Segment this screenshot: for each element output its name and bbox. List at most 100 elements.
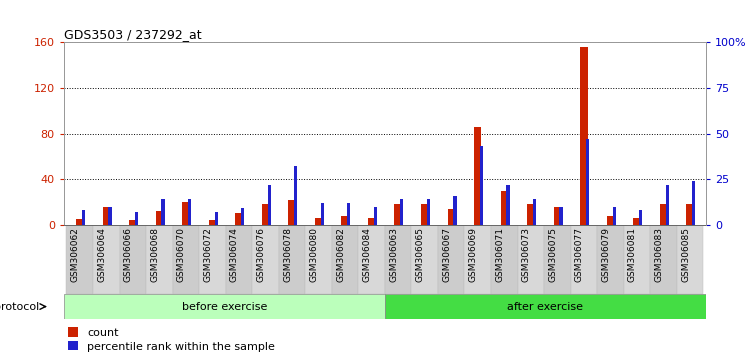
Bar <box>64 294 385 319</box>
Bar <box>262 204 269 225</box>
Bar <box>235 213 243 225</box>
Bar <box>692 181 695 225</box>
Bar <box>226 225 252 294</box>
Bar <box>161 199 164 225</box>
Bar <box>347 203 351 225</box>
Text: GSM306078: GSM306078 <box>283 227 292 282</box>
Text: GSM306082: GSM306082 <box>336 227 345 282</box>
Bar <box>155 211 163 225</box>
Bar <box>188 199 192 225</box>
Bar <box>660 204 667 225</box>
Text: GSM306074: GSM306074 <box>230 227 239 282</box>
Bar <box>400 199 403 225</box>
Legend: count, percentile rank within the sample: count, percentile rank within the sample <box>64 323 279 354</box>
Bar <box>374 207 377 225</box>
Bar <box>252 225 279 294</box>
Bar <box>448 209 455 225</box>
Bar <box>288 200 296 225</box>
Bar <box>279 225 306 294</box>
Text: GSM306062: GSM306062 <box>71 227 80 282</box>
Bar <box>129 220 137 225</box>
Bar <box>559 207 562 225</box>
Text: GSM306068: GSM306068 <box>150 227 159 282</box>
Bar <box>215 212 218 225</box>
Bar <box>517 225 544 294</box>
Bar <box>306 225 332 294</box>
Bar <box>241 209 244 225</box>
Bar <box>454 196 457 225</box>
Bar <box>491 225 517 294</box>
Bar <box>501 190 508 225</box>
Bar <box>527 204 535 225</box>
Text: GSM306085: GSM306085 <box>681 227 690 282</box>
Bar <box>613 207 616 225</box>
Bar <box>199 225 226 294</box>
Text: GSM306071: GSM306071 <box>496 227 504 282</box>
Bar <box>586 139 590 225</box>
Bar <box>119 225 146 294</box>
Bar <box>544 225 571 294</box>
Bar <box>427 199 430 225</box>
Bar <box>267 185 271 225</box>
Text: GSM306070: GSM306070 <box>177 227 186 282</box>
Bar <box>394 204 402 225</box>
Bar <box>385 225 412 294</box>
Bar <box>506 185 510 225</box>
Bar <box>385 294 706 319</box>
Bar <box>76 219 83 225</box>
Bar <box>597 225 623 294</box>
Bar <box>623 225 650 294</box>
Bar <box>421 204 428 225</box>
Bar <box>321 203 324 225</box>
Bar <box>438 225 464 294</box>
Text: GSM306072: GSM306072 <box>204 227 213 282</box>
Bar <box>533 199 536 225</box>
Text: GSM306064: GSM306064 <box>98 227 107 282</box>
Text: GSM306083: GSM306083 <box>654 227 663 282</box>
Bar <box>412 225 438 294</box>
Text: protocol: protocol <box>0 302 40 312</box>
Bar <box>358 225 385 294</box>
Bar <box>67 225 93 294</box>
Bar <box>82 210 85 225</box>
Text: GSM306067: GSM306067 <box>442 227 451 282</box>
Text: after exercise: after exercise <box>508 302 584 312</box>
Text: GSM306080: GSM306080 <box>309 227 318 282</box>
Bar <box>173 225 199 294</box>
Text: before exercise: before exercise <box>182 302 267 312</box>
Bar <box>581 47 587 225</box>
Text: GSM306076: GSM306076 <box>257 227 266 282</box>
Bar <box>182 202 189 225</box>
Text: GSM306081: GSM306081 <box>628 227 637 282</box>
Bar <box>480 147 483 225</box>
Bar <box>93 225 119 294</box>
Text: GSM306066: GSM306066 <box>124 227 133 282</box>
Bar <box>108 207 112 225</box>
Bar <box>103 207 110 225</box>
Bar <box>686 204 694 225</box>
Bar <box>677 225 703 294</box>
Text: GDS3503 / 237292_at: GDS3503 / 237292_at <box>64 28 201 41</box>
Bar <box>368 218 376 225</box>
Bar <box>315 218 322 225</box>
Bar <box>665 185 669 225</box>
Bar <box>332 225 358 294</box>
Text: GSM306065: GSM306065 <box>416 227 424 282</box>
Text: GSM306077: GSM306077 <box>575 227 584 282</box>
Text: GSM306073: GSM306073 <box>522 227 531 282</box>
Bar <box>607 216 614 225</box>
Bar <box>294 166 297 225</box>
Bar <box>571 225 597 294</box>
Text: GSM306069: GSM306069 <box>469 227 478 282</box>
Bar <box>464 225 491 294</box>
Bar <box>633 218 641 225</box>
Text: GSM306084: GSM306084 <box>363 227 372 282</box>
Bar <box>474 127 481 225</box>
Text: GSM306079: GSM306079 <box>602 227 611 282</box>
Bar <box>650 225 677 294</box>
Text: GSM306075: GSM306075 <box>548 227 557 282</box>
Bar <box>146 225 173 294</box>
Bar <box>342 216 348 225</box>
Bar <box>639 210 642 225</box>
Text: GSM306063: GSM306063 <box>389 227 398 282</box>
